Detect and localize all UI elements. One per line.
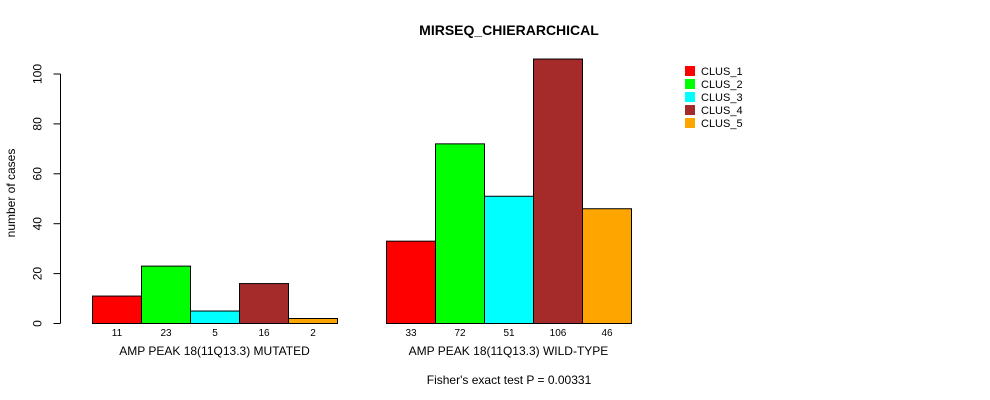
fisher-test-footnote: Fisher's exact test P = 0.00331: [427, 373, 592, 387]
y-tick-label: 100: [31, 64, 45, 84]
y-axis-label: number of cases: [4, 149, 18, 238]
group-labels: AMP PEAK 18(11Q13.3) MUTATED AMP PEAK 18(…: [119, 344, 608, 358]
legend-label-clus-1: CLUS_1: [701, 66, 743, 78]
bar-clus-3-group-2: [484, 195, 534, 325]
bar-clus-3-group-1: [190, 310, 240, 324]
bar-count-label: 51: [503, 328, 515, 339]
group-label-2: AMP PEAK 18(11Q13.3) WILD-TYPE: [409, 344, 609, 358]
bar-clus-1-group-2: [386, 240, 436, 324]
legend-label-clus-5: CLUS_5: [701, 118, 743, 130]
y-tick-label: 40: [31, 217, 45, 231]
bar-count-label: 5: [212, 328, 218, 339]
y-tick-label: 80: [31, 117, 45, 131]
legend-swatch-clus-1: [685, 66, 695, 76]
bar-count-label: 33: [405, 328, 417, 339]
group-label-1: AMP PEAK 18(11Q13.3) MUTATED: [119, 344, 310, 358]
bar-clus-5-group-2: [582, 208, 632, 324]
legend-label-clus-2: CLUS_2: [701, 79, 743, 91]
y-axis: 0 20 40 60 80 100: [31, 64, 61, 327]
legend-swatch-clus-2: [685, 79, 695, 89]
bars: [92, 58, 632, 325]
bar-clus-2-group-1: [141, 265, 191, 324]
bar-clus-4-group-1: [239, 283, 289, 324]
bar-count-label: 46: [601, 328, 613, 339]
bar-clus-1-group-1: [92, 295, 142, 324]
legend-swatch-clus-5: [685, 118, 695, 128]
legend-label-clus-4: CLUS_4: [701, 105, 743, 117]
bar-count-label: 11: [112, 328, 123, 339]
bar-count-label: 72: [454, 328, 466, 339]
bar-clus-4-group-2: [533, 58, 583, 324]
y-tick-label: 60: [31, 167, 45, 181]
bar-count-label: 23: [160, 328, 172, 339]
bar-labels: 11 23 5 16 2 33 72 51 106 46: [112, 328, 613, 339]
bar-clus-5-group-1: [288, 318, 338, 325]
y-tick-label: 20: [31, 267, 45, 281]
y-tick-label: 0: [31, 320, 45, 327]
chart-title: MIRSEQ_CHIERARCHICAL: [419, 22, 599, 38]
bar-count-label: 2: [310, 328, 316, 339]
legend-swatch-clus-3: [685, 92, 695, 102]
legend-swatch-clus-4: [685, 105, 695, 115]
bar-count-label: 106: [550, 328, 567, 339]
bar-clus-2-group-2: [435, 143, 485, 324]
bar-count-label: 16: [258, 328, 270, 339]
legend-label-clus-3: CLUS_3: [701, 92, 743, 104]
